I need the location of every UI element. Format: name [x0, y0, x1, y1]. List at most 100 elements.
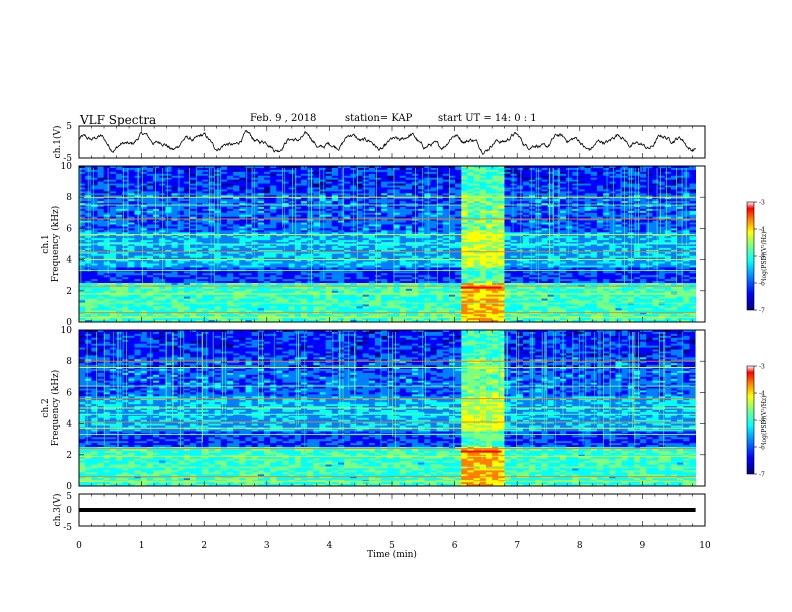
spectrogram-cell	[467, 238, 475, 241]
spectrogram-cell	[134, 224, 142, 227]
spectrogram-cell	[103, 232, 111, 235]
spectrogram-cell	[171, 222, 179, 225]
spectrogram-cell	[152, 167, 160, 171]
spectrogram-cell	[504, 210, 512, 214]
spectrogram-cell	[270, 187, 277, 190]
spectrogram-cell	[356, 171, 364, 175]
spectrogram-cell	[405, 201, 413, 204]
spectrogram-cell	[473, 179, 481, 182]
spectrogram-cell	[461, 199, 468, 202]
spectrogram-cell	[541, 171, 549, 175]
spectrogram-cell	[350, 247, 357, 251]
spectrogram-cell	[251, 257, 259, 260]
spectrogram-cell	[399, 208, 407, 212]
spectrogram-cell	[393, 203, 401, 206]
spectrogram-cell	[381, 169, 388, 173]
spectrogram-cell	[448, 234, 456, 237]
spectrogram-cell	[590, 185, 598, 188]
spectrogram-cell	[590, 173, 598, 177]
spectrogram-cell	[165, 169, 172, 173]
spectrogram-cell	[116, 226, 123, 229]
spectrogram-cell	[152, 193, 160, 196]
spectrogram-cell	[387, 212, 394, 216]
spectrogram-cell	[670, 193, 678, 196]
spectrogram-cell	[116, 181, 123, 184]
spectrogram-cell	[615, 236, 623, 239]
spectrogram-cell	[387, 206, 394, 210]
spectrogram-cell	[183, 189, 191, 192]
spectrogram-cell	[146, 167, 154, 171]
spectrogram-cell	[183, 232, 191, 235]
spectrogram-cell	[646, 242, 653, 245]
spectrogram-cell	[257, 210, 265, 214]
spectrogram-cell	[677, 255, 684, 259]
spectrogram-cell	[208, 222, 216, 225]
spectrogram-cell	[239, 220, 246, 223]
spectrogram-cell	[399, 179, 407, 182]
spectrogram-cell	[331, 212, 339, 216]
spectrogram-cell	[140, 244, 148, 247]
spectrogram-cell	[362, 232, 370, 235]
spectrogram-cell	[424, 203, 431, 206]
spectrogram-cell	[362, 208, 370, 212]
spectrogram-cell	[399, 236, 407, 239]
spectrogram-cell	[134, 249, 142, 253]
spectrogram-cell	[492, 193, 499, 196]
spectrogram-cell	[504, 206, 512, 210]
spectrogram-cell	[208, 203, 216, 206]
spectrogram-cell	[473, 253, 481, 257]
spectrogram-cell	[276, 197, 283, 200]
spectrogram-cell	[220, 187, 228, 190]
spectrogram-cell	[590, 220, 598, 223]
spectrogram-cell	[313, 201, 320, 204]
spectrogram-cell	[233, 220, 240, 223]
spectrogram-cell	[640, 210, 647, 214]
spectrogram-cell	[337, 245, 345, 249]
spectrogram-cell	[233, 199, 240, 202]
spectrogram-cell	[677, 212, 684, 216]
spectrogram-cell	[553, 191, 561, 194]
spectrogram-cell	[356, 253, 364, 257]
spectrogram-cell	[214, 216, 222, 220]
spectrogram-cell	[282, 236, 290, 239]
spectrogram-cell	[128, 210, 135, 214]
spectrogram-cell	[541, 193, 549, 196]
spectrogram-cell	[387, 181, 394, 184]
spectrogram-cell	[399, 166, 407, 169]
spectrogram-cell	[91, 205, 98, 208]
spectrogram-cell	[202, 210, 209, 214]
spectrogram-cell	[344, 177, 351, 181]
spectrogram-cell	[467, 183, 475, 186]
spectrogram-cell	[362, 238, 370, 241]
spectrogram-cell	[122, 240, 129, 243]
spectrogram-cell	[566, 166, 573, 169]
spectrogram-cell	[152, 251, 160, 255]
spectrogram-cell	[282, 193, 290, 196]
spectrogram-cell	[257, 224, 265, 227]
spectrogram-cell	[596, 245, 604, 249]
spectrogram-cell	[522, 240, 530, 243]
spectrogram-cell	[171, 216, 179, 220]
spectrogram-cell	[109, 195, 117, 198]
spectrogram-cell	[559, 249, 567, 253]
spectrogram-cell	[596, 171, 604, 175]
spectrogram-cell	[603, 201, 610, 204]
spectrogram-cell	[609, 187, 616, 190]
spectrogram-cell	[572, 173, 579, 177]
spectrogram-cell	[633, 195, 641, 198]
spectrogram-cell	[467, 222, 475, 225]
spectrogram-cell	[282, 166, 290, 169]
spectrogram-cell	[559, 166, 567, 169]
spectrogram-cell	[196, 238, 203, 241]
spectrogram-cell	[183, 234, 191, 237]
spectrogram-cell	[319, 253, 327, 257]
spectrogram-cell	[245, 199, 253, 202]
spectrogram-cell	[455, 251, 462, 255]
spectrogram-cell	[467, 226, 475, 229]
spectrogram-cell	[473, 187, 481, 190]
spectrogram-cell	[368, 249, 376, 253]
spectrogram-cell	[572, 249, 579, 253]
spectrogram-cell	[214, 218, 222, 221]
spectrogram-cell	[294, 199, 302, 202]
spectrogram-cell	[430, 240, 438, 243]
